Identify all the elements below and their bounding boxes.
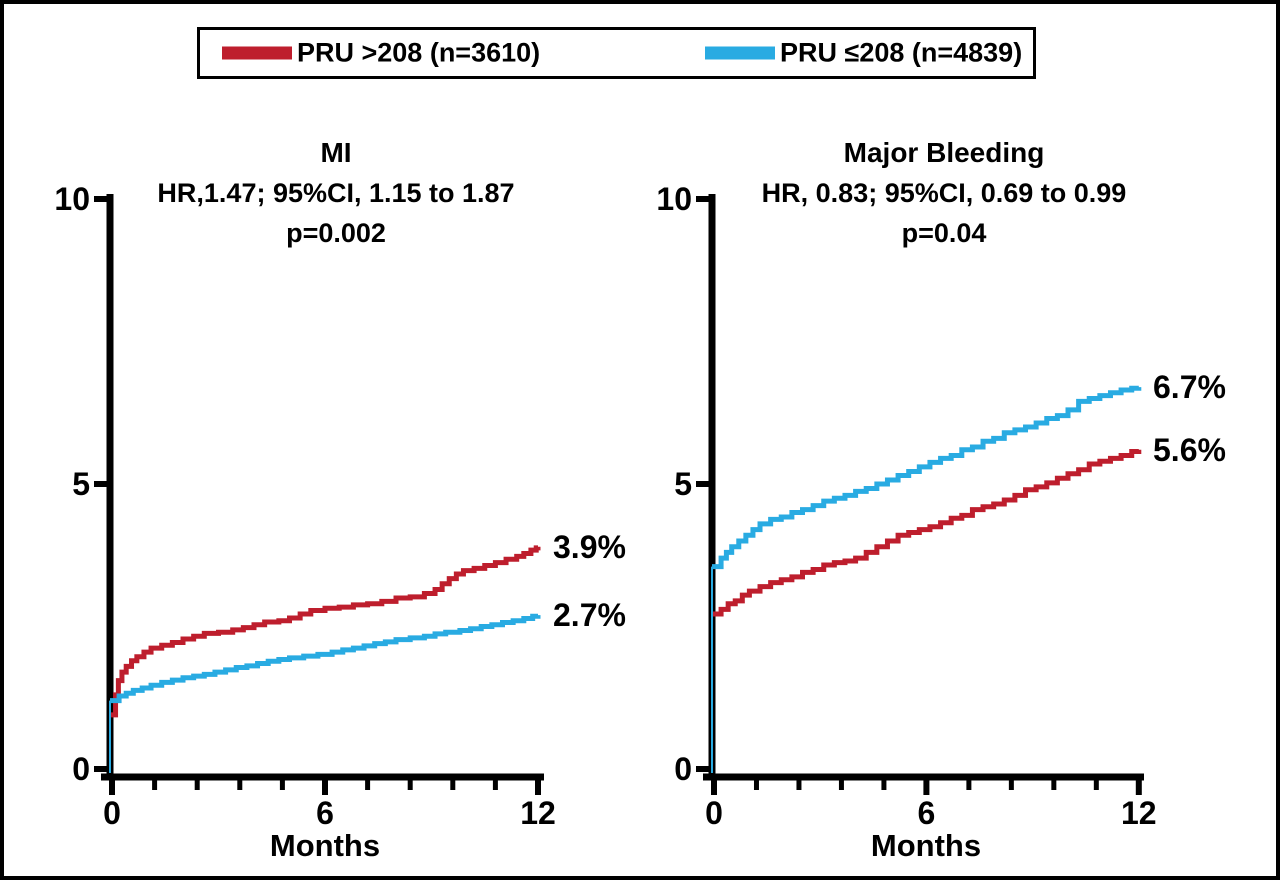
mi-title: MI — [320, 137, 352, 168]
major-bleeding-title: Major Bleeding — [843, 137, 1045, 168]
y-tick-label: 5 — [72, 466, 90, 502]
y-tick-label: 0 — [72, 751, 90, 787]
x-tick-label: 0 — [103, 795, 121, 831]
y-tick-label: 0 — [674, 751, 692, 787]
curve-end-label: 3.9% — [553, 528, 626, 565]
km-curve — [110, 613, 541, 704]
curve-end-label: 6.7% — [1153, 369, 1226, 406]
km-curve — [712, 449, 1142, 617]
curve-end-label: 5.6% — [1153, 431, 1226, 468]
mi-hazard-ratio: HR,1.47; 95%CI, 1.15 to 1.87 — [157, 178, 515, 208]
x-tick-label: 12 — [520, 795, 556, 831]
km-curve — [110, 545, 541, 718]
legend-item-pru-low: PRU ≤208 (n=4839) — [705, 38, 1022, 69]
x-tick-label: 12 — [1121, 795, 1157, 831]
legend-swatch-pru-high — [222, 46, 292, 60]
plot-canvas — [94, 194, 1144, 795]
major-bleeding-hazard-ratio: HR, 0.83; 95%CI, 0.69 to 0.99 — [761, 178, 1127, 208]
legend-label-pru-high: PRU >208 (n=3610) — [297, 37, 541, 68]
panel-title-mi: MI HR,1.47; 95%CI, 1.15 to 1.87 p=0.002 — [76, 133, 596, 253]
x-tick-label: 0 — [705, 795, 723, 831]
x-axis-title-left: Months — [269, 828, 381, 863]
y-tick-label: 10 — [656, 181, 692, 217]
mi-pvalue: p=0.002 — [286, 218, 386, 248]
y-tick-label: 10 — [54, 181, 90, 217]
km-curve — [712, 385, 1142, 570]
y-tick-label: 5 — [674, 466, 692, 502]
x-tick-label: 6 — [316, 795, 334, 831]
x-tick-label: 6 — [917, 795, 936, 831]
panel-title-major-bleeding: Major Bleeding HR, 0.83; 95%CI, 0.69 to … — [684, 133, 1204, 253]
legend-label-pru-low: PRU ≤208 (n=4839) — [780, 37, 1023, 68]
x-axis-title-right: Months — [870, 828, 982, 863]
major-bleeding-pvalue: p=0.04 — [901, 218, 987, 248]
legend-item-pru-high: PRU >208 (n=3610) — [222, 38, 540, 69]
curve-end-label: 2.7% — [553, 597, 626, 634]
legend-swatch-pru-low — [705, 46, 775, 60]
legend: PRU >208 (n=3610) PRU ≤208 (n=4839) — [197, 27, 1036, 79]
